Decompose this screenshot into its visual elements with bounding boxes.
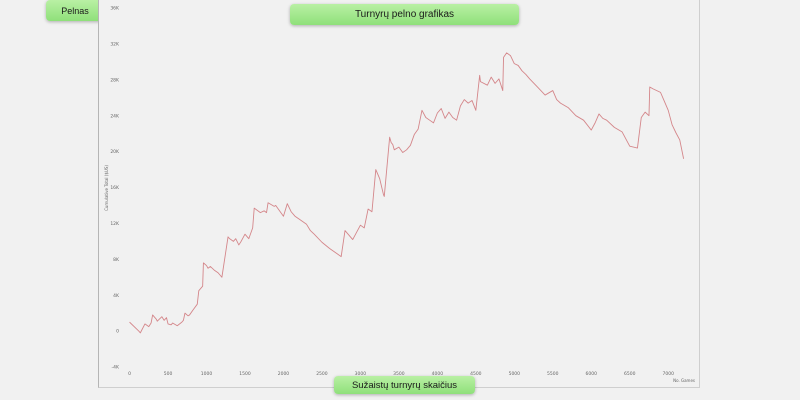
x-tick-label: 1500 [239, 371, 251, 377]
y-tick-label: 8K [113, 257, 120, 263]
y-tick-label: 36K [110, 6, 120, 12]
y-tick-label: 16K [110, 185, 120, 191]
chart-title: Turnyrų pelno grafikas [290, 4, 519, 25]
x-axis-label: Sužaistų turnyrų skaičius [334, 376, 475, 394]
x-tick-label: 7000 [662, 371, 674, 377]
y-tick-label: 0 [116, 329, 119, 335]
series-line-profit [129, 52, 685, 334]
y-tick-label: 4K [113, 293, 120, 299]
x-tick-label: 4500 [470, 371, 482, 377]
y-tick-label: -4K [112, 365, 120, 371]
x-tick-label: 3500 [393, 371, 405, 377]
x-axis-label-text: Sužaistų turnyrų skaičius [351, 379, 458, 391]
x-tick-label: 0 [128, 371, 131, 377]
y-tick-label: 24K [110, 113, 120, 119]
y-axis-label: Cumulative Total ($US) [104, 165, 109, 211]
pelnas-button-label: Pelnas [61, 5, 89, 16]
x-tick-label: 5000 [509, 371, 521, 377]
y-tick-label: 32K [110, 42, 120, 48]
y-tick-label: 20K [110, 149, 120, 155]
pelnas-button[interactable]: Pelnas [46, 0, 104, 21]
x-tick-label: 5500 [547, 371, 559, 377]
x-tick-label: 6500 [624, 371, 636, 377]
y-tick-label: 28K [110, 77, 120, 83]
x-axis-caption: No. Games [673, 378, 695, 383]
cumulative-profit-chart: Cumulative Total ($US) No. Games -4K 0 4K 8… [104, 6, 695, 383]
x-tick-label: 1000 [201, 371, 213, 377]
x-tick-label: 500 [164, 371, 173, 377]
x-tick-label: 2000 [278, 371, 290, 377]
x-tick-label: 6000 [586, 371, 598, 377]
chart-panel: Cumulative Total ($US) No. Games -4K 0 4K 8… [98, 0, 700, 388]
y-tick-label: 12K [110, 221, 120, 227]
x-tick-label: 2500 [316, 371, 328, 377]
chart-title-text: Turnyrų pelno grafikas [354, 9, 455, 20]
x-tick-label: 4000 [432, 371, 444, 377]
x-tick-label: 3000 [355, 371, 367, 377]
